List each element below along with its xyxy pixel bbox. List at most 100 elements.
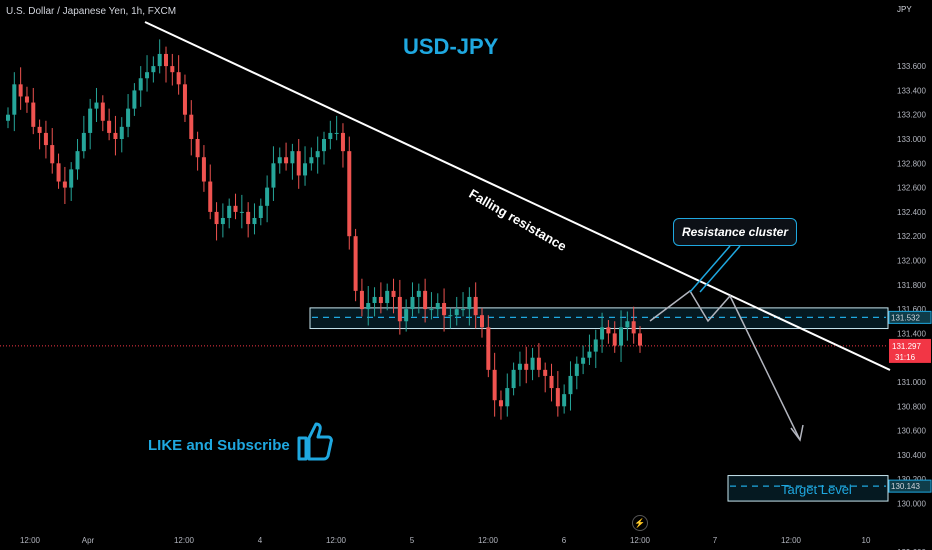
candle-body	[151, 66, 156, 73]
candle-body	[429, 309, 434, 311]
current-price-label: 131.297	[892, 342, 921, 351]
candle-body	[119, 126, 124, 139]
candle-body	[309, 157, 314, 164]
candle-body	[410, 296, 415, 310]
candle-body	[562, 394, 567, 407]
candle-body	[593, 339, 598, 352]
candle-body	[574, 363, 579, 376]
y-tick-label: 130.600	[897, 427, 926, 436]
candle-body	[246, 211, 251, 225]
x-tick-label: 4	[258, 536, 263, 545]
callout-pointer	[699, 245, 741, 293]
candle-body	[290, 151, 295, 164]
candle-body	[271, 163, 276, 188]
y-tick-label: 133.600	[897, 62, 926, 71]
y-tick-label: 130.800	[897, 402, 926, 411]
candle-body	[498, 400, 503, 407]
candle-body	[322, 139, 326, 152]
thumbs-up-icon	[296, 420, 334, 467]
chart-title: USD-JPY	[403, 34, 499, 59]
projection-arrowhead	[790, 424, 804, 442]
candle-body	[517, 363, 522, 370]
candle-body	[6, 114, 10, 121]
candle-body	[600, 327, 605, 340]
y-tick-label: 131.800	[897, 281, 926, 290]
candle-body	[568, 375, 573, 395]
target-price-tag	[888, 479, 932, 493]
candle-body	[81, 132, 86, 152]
candle-body	[530, 357, 535, 370]
like-subscribe-text: LIKE and Subscribe	[148, 437, 290, 454]
resistance-zone	[309, 307, 889, 330]
candle-body	[132, 90, 137, 109]
x-tick-label: 12:00	[630, 536, 651, 545]
candle-body	[473, 296, 478, 316]
candle-body	[56, 163, 61, 182]
y-tick-label: 133.000	[897, 135, 926, 144]
candle-body	[126, 108, 131, 127]
candle-body	[505, 388, 510, 407]
candle-body	[366, 303, 371, 310]
candle-body	[334, 132, 339, 134]
candle-body	[416, 290, 421, 297]
y-tick-label: 133.200	[897, 111, 926, 120]
candle-body	[315, 151, 320, 158]
y-tick-label: 132.000	[897, 257, 926, 266]
target-level-label: Target Level	[781, 482, 852, 497]
candle-body	[24, 96, 29, 103]
candle-body	[638, 333, 642, 346]
resistance-price-label: 131.532	[891, 313, 920, 322]
candle-body	[454, 309, 459, 316]
x-tick-label: 12:00	[20, 536, 41, 545]
candle-body	[37, 126, 42, 133]
candle-body	[581, 357, 586, 364]
candle-body	[397, 296, 402, 322]
target-price-label: 130.143	[891, 482, 920, 491]
countdown-label: 31:16	[895, 353, 916, 362]
x-tick-label: 5	[410, 536, 415, 545]
y-tick-label: 132.200	[897, 232, 926, 241]
falling-resistance-line	[144, 21, 891, 371]
candle-body	[423, 290, 428, 310]
y-tick-label: 131.600	[897, 305, 926, 314]
candle-body	[303, 163, 308, 176]
x-tick-label: 12:00	[174, 536, 195, 545]
candle-body	[113, 132, 118, 139]
candle-body	[347, 151, 352, 237]
candle-body	[69, 169, 74, 188]
candle-body	[233, 205, 238, 212]
candle-body	[555, 388, 560, 407]
x-tick-label: 12:00	[326, 536, 347, 545]
candle-body	[353, 236, 358, 291]
x-tick-label: 12:00	[478, 536, 499, 545]
candle-body	[157, 53, 162, 67]
candle-body	[195, 139, 200, 158]
candle-body	[75, 151, 80, 170]
candle-body	[480, 315, 484, 328]
candle-body	[606, 327, 611, 334]
y-tick-label: 130.400	[897, 451, 926, 460]
candle-body	[43, 132, 48, 146]
y-tick-label: 130.000	[897, 500, 926, 509]
y-tick-label: 131.000	[897, 378, 926, 387]
candle-body	[587, 351, 592, 358]
candle-body	[170, 66, 175, 73]
price-axis	[889, 0, 932, 550]
candle-body	[359, 290, 364, 310]
candle-body	[12, 84, 17, 115]
resistance-cluster-callout: Resistance cluster	[673, 218, 797, 246]
projection-path	[649, 289, 801, 441]
candle-body	[492, 369, 497, 401]
x-tick-label: 12:00	[781, 536, 802, 545]
candle-body	[328, 132, 333, 139]
candle-body	[100, 102, 105, 121]
y-tick-label: 131.400	[897, 329, 926, 338]
candle-body	[138, 78, 143, 91]
flash-icon[interactable]: ⚡	[632, 515, 648, 531]
candle-body	[182, 84, 187, 115]
candle-body	[107, 120, 112, 133]
candle-body	[88, 108, 93, 133]
x-tick-label: 7	[713, 536, 718, 545]
candle-body	[258, 205, 263, 218]
